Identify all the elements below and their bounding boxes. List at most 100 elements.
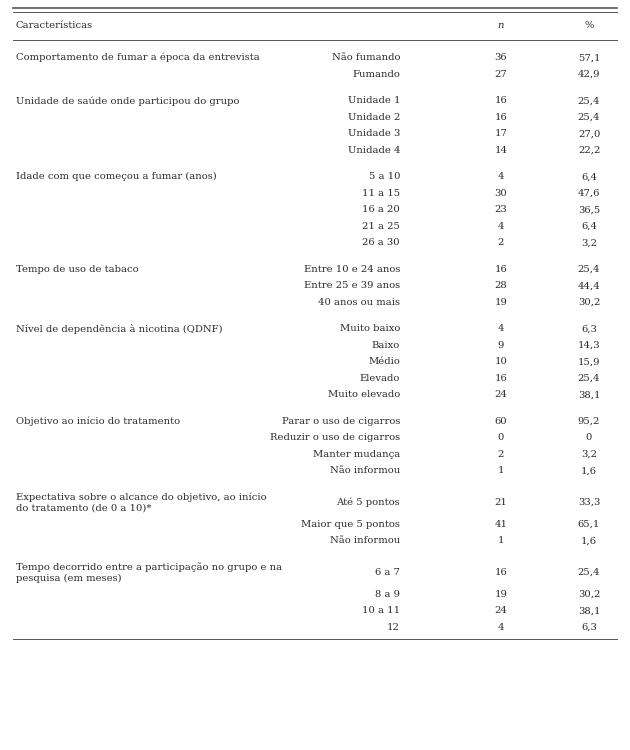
Text: 38,1: 38,1 bbox=[578, 606, 600, 615]
Text: 36,5: 36,5 bbox=[578, 206, 600, 214]
Text: 26 a 30: 26 a 30 bbox=[362, 238, 400, 248]
Text: 6,4: 6,4 bbox=[581, 222, 597, 231]
Text: Até 5 pontos: Até 5 pontos bbox=[336, 498, 400, 507]
Text: 24: 24 bbox=[495, 390, 507, 399]
Text: 4: 4 bbox=[498, 172, 504, 182]
Text: 1: 1 bbox=[498, 536, 504, 545]
Text: Muito elevado: Muito elevado bbox=[328, 390, 400, 399]
Text: 14: 14 bbox=[495, 146, 507, 154]
Text: Maior que 5 pontos: Maior que 5 pontos bbox=[301, 520, 400, 529]
Text: 1: 1 bbox=[498, 466, 504, 476]
Text: Tempo de uso de tabaco: Tempo de uso de tabaco bbox=[16, 265, 139, 274]
Text: 6,3: 6,3 bbox=[581, 324, 597, 333]
Text: 41: 41 bbox=[495, 520, 507, 529]
Text: %: % bbox=[585, 21, 593, 30]
Text: 10: 10 bbox=[495, 357, 507, 366]
Text: 1,6: 1,6 bbox=[581, 466, 597, 476]
Text: 21: 21 bbox=[495, 498, 507, 507]
Text: 30: 30 bbox=[495, 189, 507, 198]
Text: 57,1: 57,1 bbox=[578, 53, 600, 62]
Text: 28: 28 bbox=[495, 281, 507, 290]
Text: Manter mudança: Manter mudança bbox=[313, 450, 400, 459]
Text: 33,3: 33,3 bbox=[578, 498, 600, 507]
Text: 25,4: 25,4 bbox=[578, 568, 600, 577]
Text: Características: Características bbox=[16, 21, 93, 30]
Text: 25,4: 25,4 bbox=[578, 112, 600, 122]
Text: 47,6: 47,6 bbox=[578, 189, 600, 198]
Text: 27: 27 bbox=[495, 70, 507, 79]
Text: 10 a 11: 10 a 11 bbox=[362, 606, 400, 615]
Text: Muito baixo: Muito baixo bbox=[340, 324, 400, 333]
Text: Baixo: Baixo bbox=[372, 340, 400, 350]
Text: 8 a 9: 8 a 9 bbox=[375, 590, 400, 598]
Text: 22,2: 22,2 bbox=[578, 146, 600, 154]
Text: Não informou: Não informou bbox=[329, 536, 400, 545]
Text: 9: 9 bbox=[498, 340, 504, 350]
Text: pesquisa (em meses): pesquisa (em meses) bbox=[16, 574, 122, 583]
Text: Unidade 4: Unidade 4 bbox=[348, 146, 400, 154]
Text: Expectativa sobre o alcance do objetivo, ao início: Expectativa sobre o alcance do objetivo,… bbox=[16, 492, 266, 502]
Text: Não fumando: Não fumando bbox=[331, 53, 400, 62]
Text: 30,2: 30,2 bbox=[578, 590, 600, 598]
Text: 16: 16 bbox=[495, 568, 507, 577]
Text: 38,1: 38,1 bbox=[578, 390, 600, 399]
Text: Médio: Médio bbox=[368, 357, 400, 366]
Text: 16: 16 bbox=[495, 96, 507, 105]
Text: 25,4: 25,4 bbox=[578, 374, 600, 382]
Text: 36: 36 bbox=[495, 53, 507, 62]
Text: 42,9: 42,9 bbox=[578, 70, 600, 79]
Text: 19: 19 bbox=[495, 298, 507, 307]
Text: Elevado: Elevado bbox=[360, 374, 400, 382]
Text: 24: 24 bbox=[495, 606, 507, 615]
Text: 6,4: 6,4 bbox=[581, 172, 597, 182]
Text: 16 a 20: 16 a 20 bbox=[362, 206, 400, 214]
Text: 0: 0 bbox=[586, 433, 592, 442]
Text: 21 a 25: 21 a 25 bbox=[362, 222, 400, 231]
Text: 23: 23 bbox=[495, 206, 507, 214]
Text: 19: 19 bbox=[495, 590, 507, 598]
Text: Entre 10 e 24 anos: Entre 10 e 24 anos bbox=[304, 265, 400, 274]
Text: 12: 12 bbox=[387, 622, 400, 632]
Text: Unidade de saúde onde participou do grupo: Unidade de saúde onde participou do grup… bbox=[16, 96, 239, 106]
Text: 3,2: 3,2 bbox=[581, 238, 597, 248]
Text: Tempo decorrido entre a participação no grupo e na: Tempo decorrido entre a participação no … bbox=[16, 562, 282, 572]
Text: 6 a 7: 6 a 7 bbox=[375, 568, 400, 577]
Text: Objetivo ao início do tratamento: Objetivo ao início do tratamento bbox=[16, 416, 180, 426]
Text: Reduzir o uso de cigarros: Reduzir o uso de cigarros bbox=[270, 433, 400, 442]
Text: Parar o uso de cigarros: Parar o uso de cigarros bbox=[282, 417, 400, 426]
Text: 5 a 10: 5 a 10 bbox=[369, 172, 400, 182]
Text: 1,6: 1,6 bbox=[581, 536, 597, 545]
Text: 17: 17 bbox=[495, 129, 507, 138]
Text: 65,1: 65,1 bbox=[578, 520, 600, 529]
Text: 4: 4 bbox=[498, 622, 504, 632]
Text: Nível de dependência à nicotina (QDNF): Nível de dependência à nicotina (QDNF) bbox=[16, 324, 222, 334]
Text: 11 a 15: 11 a 15 bbox=[362, 189, 400, 198]
Text: 2: 2 bbox=[498, 238, 504, 248]
Text: do tratamento (de 0 a 10)*: do tratamento (de 0 a 10)* bbox=[16, 504, 151, 513]
Text: 95,2: 95,2 bbox=[578, 417, 600, 426]
Text: 25,4: 25,4 bbox=[578, 265, 600, 274]
Text: 16: 16 bbox=[495, 112, 507, 122]
Text: Idade com que começou a fumar (anos): Idade com que começou a fumar (anos) bbox=[16, 172, 217, 182]
Text: 44,4: 44,4 bbox=[578, 281, 600, 290]
Text: 16: 16 bbox=[495, 265, 507, 274]
Text: 3,2: 3,2 bbox=[581, 450, 597, 459]
Text: Unidade 3: Unidade 3 bbox=[348, 129, 400, 138]
Text: 0: 0 bbox=[498, 433, 504, 442]
Text: 16: 16 bbox=[495, 374, 507, 382]
Text: 60: 60 bbox=[495, 417, 507, 426]
Text: 15,9: 15,9 bbox=[578, 357, 600, 366]
Text: Unidade 2: Unidade 2 bbox=[348, 112, 400, 122]
Text: n: n bbox=[498, 21, 504, 30]
Text: Fumando: Fumando bbox=[352, 70, 400, 79]
Text: 4: 4 bbox=[498, 222, 504, 231]
Text: 14,3: 14,3 bbox=[578, 340, 600, 350]
Text: Unidade 1: Unidade 1 bbox=[348, 96, 400, 105]
Text: Comportamento de fumar a época da entrevista: Comportamento de fumar a época da entrev… bbox=[16, 53, 260, 62]
Text: Não informou: Não informou bbox=[329, 466, 400, 476]
Text: Entre 25 e 39 anos: Entre 25 e 39 anos bbox=[304, 281, 400, 290]
Text: 6,3: 6,3 bbox=[581, 622, 597, 632]
Text: 2: 2 bbox=[498, 450, 504, 459]
Text: 27,0: 27,0 bbox=[578, 129, 600, 138]
Text: 30,2: 30,2 bbox=[578, 298, 600, 307]
